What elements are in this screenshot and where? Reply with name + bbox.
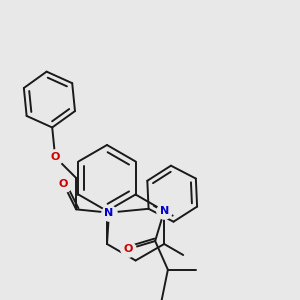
Text: N: N bbox=[104, 208, 114, 218]
Text: O: O bbox=[124, 244, 133, 254]
Text: O: O bbox=[50, 152, 60, 162]
Text: O: O bbox=[59, 179, 68, 189]
Text: N: N bbox=[160, 206, 169, 216]
